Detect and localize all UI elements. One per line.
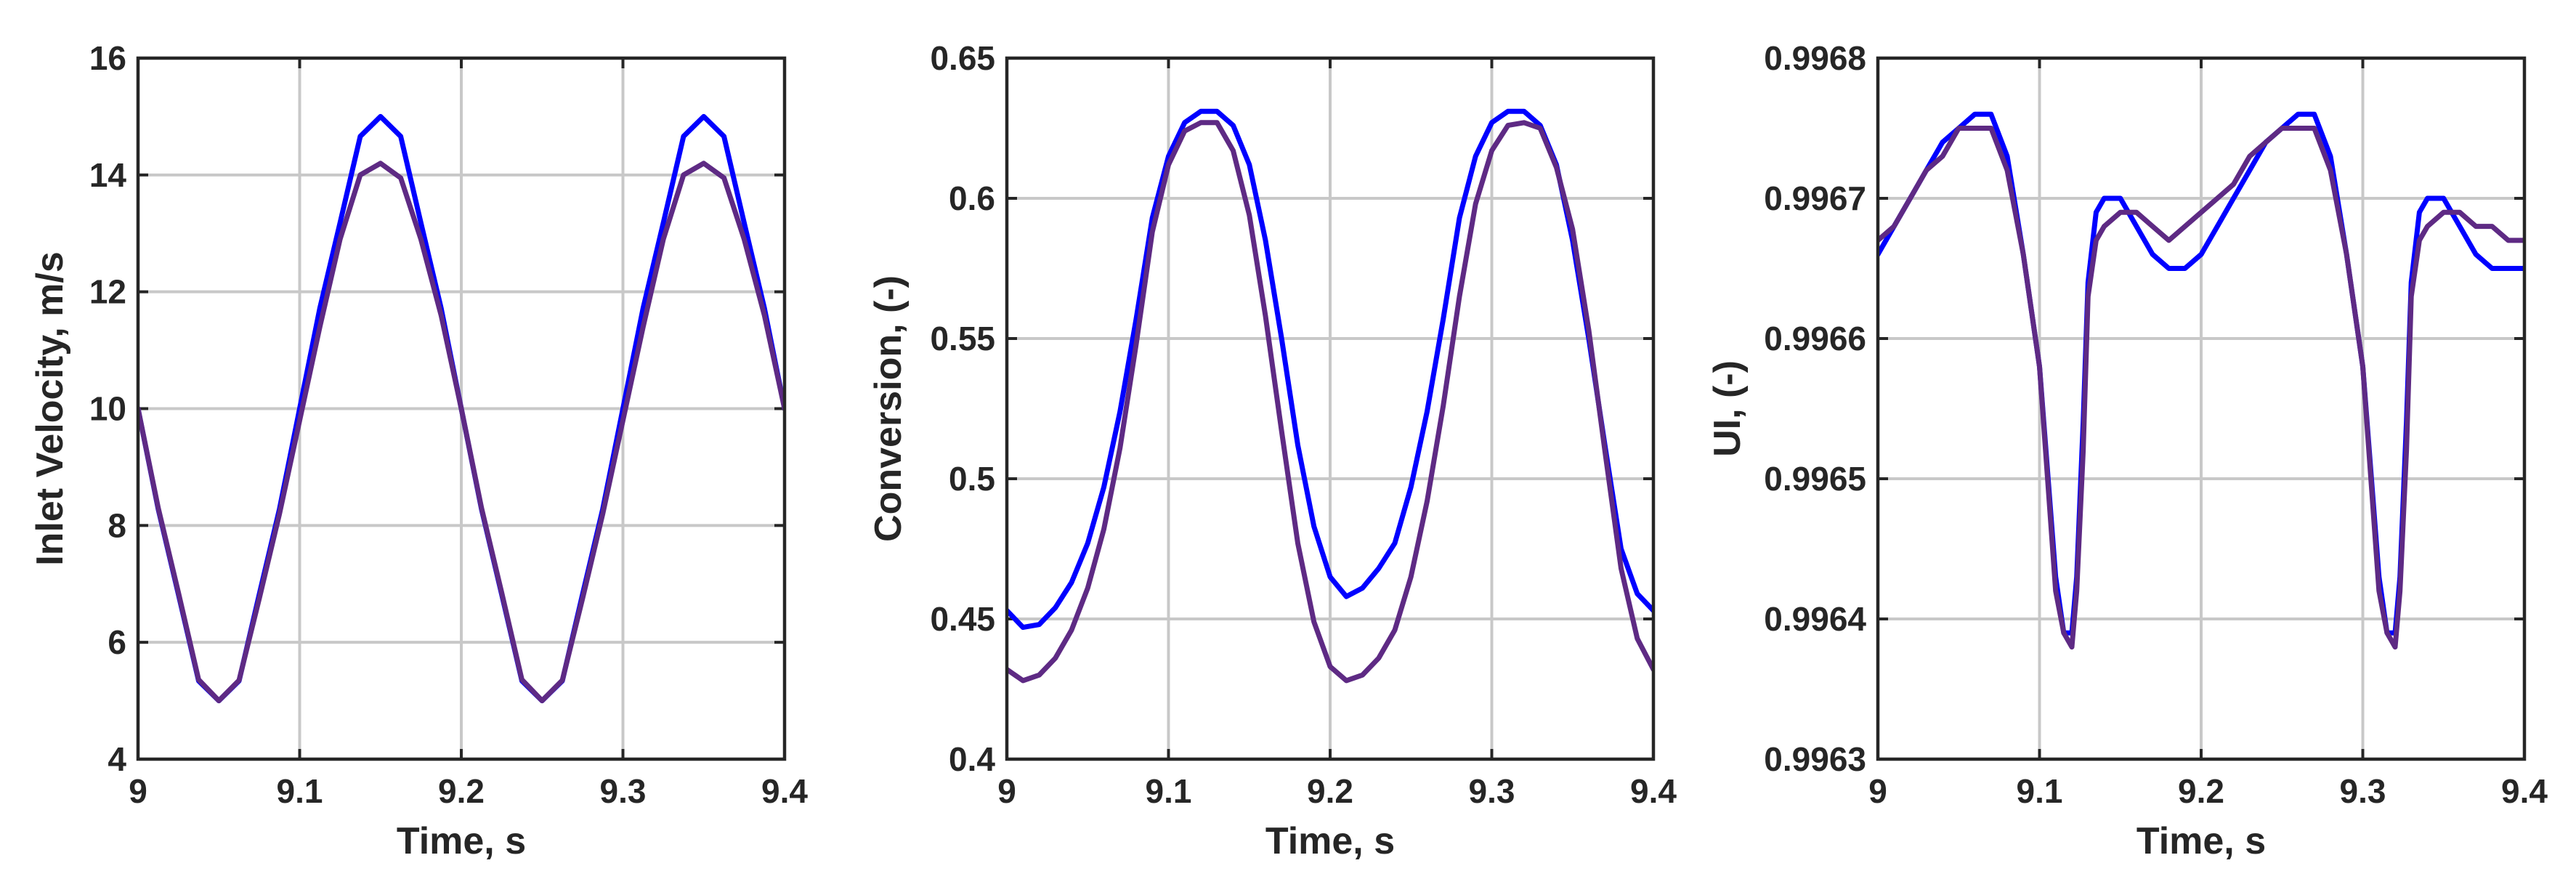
y-tick-label: 16: [89, 39, 126, 77]
axes-frame: [1876, 56, 2527, 761]
x-tick-label: 9.3: [2340, 772, 2386, 810]
y-tick-label: 0.9964: [1764, 600, 1866, 638]
y-axis-label: UI, (-): [1706, 360, 1749, 457]
x-tick-label: 9: [1868, 772, 1887, 810]
chart-panel-3: 9 9.1 9.2 9.3 9.4 0.9963 0.9964 0.9965 0.9966 0.9…: [1706, 39, 2548, 862]
x-tick-label: 9.1: [1146, 772, 1192, 810]
x-tick-label: 9: [997, 772, 1016, 810]
y-tick-label: 8: [108, 506, 126, 544]
y-tick-label: 12: [89, 273, 126, 311]
y-tick-label: 0.9963: [1764, 740, 1866, 778]
axes-frame: [136, 56, 787, 761]
y-tick-label: 0.9965: [1764, 460, 1866, 498]
y-tick-label: 0.4: [949, 740, 995, 778]
y-tick-label: 0.45: [930, 600, 995, 638]
x-tick-label: 9.1: [277, 772, 323, 810]
x-tick-label: 9.4: [1630, 772, 1677, 810]
y-tick-label: 0.9966: [1764, 320, 1866, 357]
x-tick-label: 9.4: [761, 772, 808, 810]
y-tick-label: 4: [108, 740, 126, 778]
x-tick-label: 9.2: [2178, 772, 2224, 810]
y-tick-label: 0.5: [949, 460, 995, 498]
x-tick-label: 9.3: [1469, 772, 1515, 810]
x-tick-label: 9.3: [600, 772, 647, 810]
x-axis-label: Time, s: [1265, 820, 1395, 862]
chart-panel-1: 9 9.1 9.2 9.3 9.4 4 6 8 10 12 14 16 Time, s Inlet Vel…: [29, 39, 808, 862]
x-tick-label: 9.2: [1307, 772, 1353, 810]
y-tick-label: 0.55: [930, 320, 995, 357]
y-tick-label: 10: [89, 390, 126, 428]
x-tick-label: 9.4: [2501, 772, 2548, 810]
x-tick-label: 9.2: [438, 772, 485, 810]
y-tick-label: 0.9968: [1764, 39, 1866, 77]
y-tick-label: 0.65: [930, 39, 995, 77]
series-line-2: [138, 161, 785, 704]
y-axis-label: Inlet Velocity, m/s: [29, 251, 71, 566]
y-tick-label: 0.6: [949, 179, 995, 217]
y-tick-label: 6: [108, 623, 126, 661]
axes-frame: [1005, 56, 1656, 761]
y-tick-label: 0.9967: [1764, 179, 1866, 217]
y-axis-label: Conversion, (-): [867, 275, 910, 542]
x-axis-label: Time, s: [2136, 820, 2266, 862]
series-line-2: [1878, 126, 2524, 650]
x-tick-label: 9: [129, 772, 147, 810]
x-tick-label: 9.1: [2017, 772, 2063, 810]
y-tick-label: 14: [89, 156, 127, 194]
chart-panel-2: 9 9.1 9.2 9.3 9.4 0.4 0.45 0.5 0.55 0.6 0.65 Time, …: [867, 39, 1677, 862]
series-line-2: [1007, 120, 1653, 684]
x-axis-label: Time, s: [397, 820, 526, 862]
